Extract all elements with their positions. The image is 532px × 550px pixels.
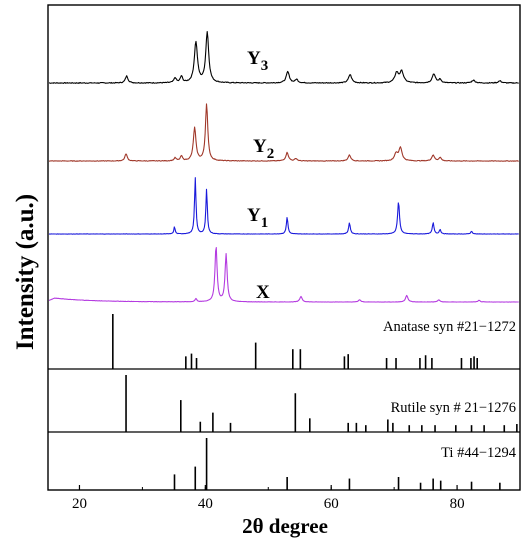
trace-y3 [48,30,519,84]
x-tick-label: 20 [72,496,87,512]
series-label-y2: Y2 [253,136,274,162]
reference-label: Ti #44−1294 [441,445,517,461]
trace-y1 [48,177,519,235]
y-axis-label: Intensity (a.u.) [12,194,39,350]
x-axis-label: 2θ degree [242,514,328,538]
x-tick-label: 80 [450,496,465,512]
series-label-x: X [256,282,270,303]
x-tick-label: 40 [198,496,213,512]
series-label-y3: Y3 [247,48,268,74]
plot-frame [47,4,521,491]
x-tick-label: 60 [324,496,339,512]
reference-label: Anatase syn #21−1272 [383,319,516,335]
series-label-y1: Y1 [247,205,268,231]
trace-y2 [48,103,519,162]
plot-area: Y3 Y2 Y1 X Anatase syn #21−1272 Rutile syn # … [47,4,521,512]
reference-label: Rutile syn # 21−1276 [391,400,516,416]
trace-x [48,247,519,303]
